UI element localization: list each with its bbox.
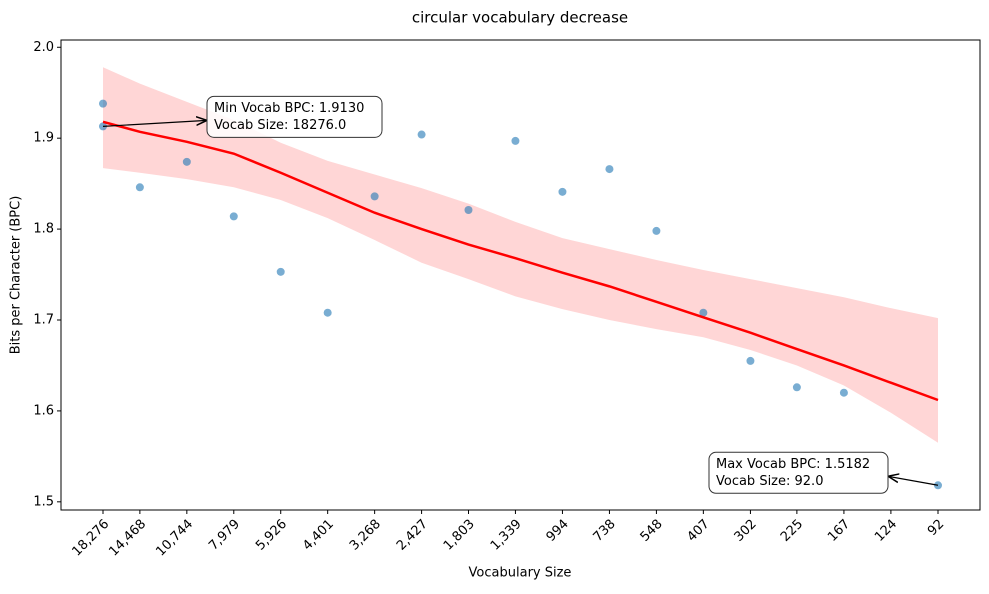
data-point xyxy=(135,183,144,192)
annotation-text: Vocab Size: 92.0 xyxy=(716,474,823,489)
x-tick-label: 14,468 xyxy=(106,517,149,560)
data-point xyxy=(99,122,108,131)
y-tick-label: 1.8 xyxy=(33,222,54,237)
chart-title: circular vocabulary decrease xyxy=(412,9,628,27)
data-point xyxy=(511,136,520,145)
annotation-box xyxy=(206,95,383,138)
x-tick-label: 18,276 xyxy=(70,517,113,560)
data-point xyxy=(276,267,285,276)
data-point xyxy=(229,212,238,221)
data-point xyxy=(417,130,426,139)
data-point xyxy=(792,383,801,392)
x-tick-label: 4,401 xyxy=(300,517,337,554)
data-point xyxy=(99,99,108,108)
data-point xyxy=(605,165,614,174)
x-tick-label: 5,926 xyxy=(253,517,290,554)
data-point xyxy=(558,187,567,196)
x-tick-label: 548 xyxy=(638,517,666,545)
x-tick-label: 124 xyxy=(872,517,900,545)
annotation-text: Vocab Size: 18276.0 xyxy=(214,118,346,133)
y-tick-label: 1.7 xyxy=(33,313,54,328)
y-tick-label: 1.9 xyxy=(33,131,54,146)
y-tick-label: 1.5 xyxy=(33,494,54,509)
annotation-box xyxy=(708,451,889,494)
x-tick-label: 167 xyxy=(825,517,853,545)
data-point xyxy=(652,226,661,235)
x-tick-label: 92 xyxy=(925,517,947,539)
x-tick-label: 738 xyxy=(591,517,619,545)
data-point xyxy=(323,308,332,317)
data-point xyxy=(839,388,848,397)
annotation-text: Min Vocab BPC: 1.9130 xyxy=(214,101,364,116)
confidence-band xyxy=(103,67,938,443)
x-tick-label: 994 xyxy=(544,517,572,545)
annotation-arrow xyxy=(102,120,207,127)
data-point xyxy=(370,192,379,201)
x-tick-label: 225 xyxy=(778,517,806,545)
data-point xyxy=(182,157,191,166)
plot-frame xyxy=(60,39,981,511)
x-tick-label: 3,268 xyxy=(347,517,384,554)
x-tick-label: 302 xyxy=(732,517,760,545)
x-tick-label: 1,803 xyxy=(441,517,478,554)
x-axis-label: Vocabulary Size xyxy=(469,566,572,581)
annotation-text: Max Vocab BPC: 1.5182 xyxy=(716,457,870,472)
data-point xyxy=(699,308,708,317)
regression-line xyxy=(102,120,939,402)
x-tick-label: 10,744 xyxy=(153,517,196,560)
x-tick-label: 7,979 xyxy=(206,517,243,554)
x-tick-label: 2,427 xyxy=(394,517,431,554)
x-tick-label: 1,339 xyxy=(488,517,525,554)
annotation-arrow xyxy=(888,476,939,486)
data-point xyxy=(464,206,473,214)
y-axis-label: Bits per Character (BPC) xyxy=(9,196,24,355)
y-tick-label: 1.6 xyxy=(33,403,54,418)
data-point xyxy=(746,356,755,365)
y-tick-label: 2.0 xyxy=(33,40,54,55)
x-tick-label: 407 xyxy=(684,517,712,545)
